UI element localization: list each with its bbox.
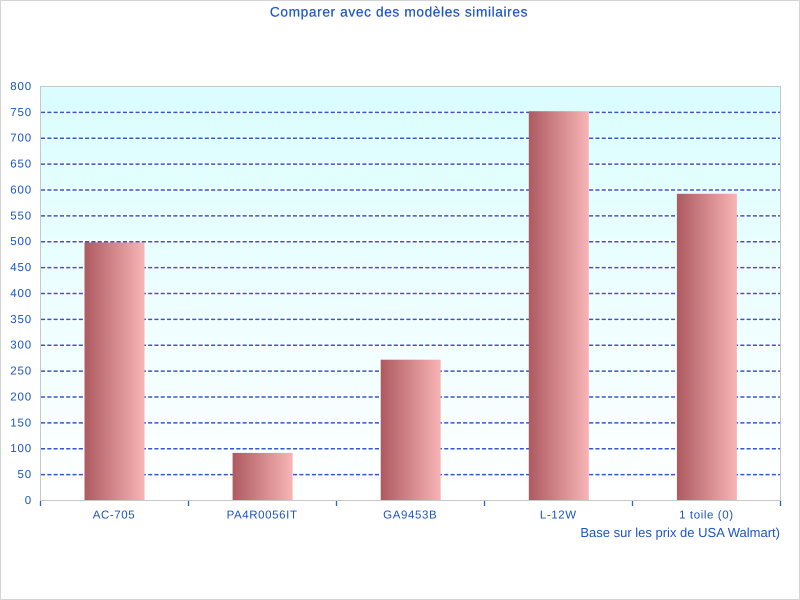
svg-text:Base sur les prix de USA Walma: Base sur les prix de USA Walmart)	[580, 525, 780, 540]
svg-text:500: 500	[10, 236, 32, 248]
svg-text:200: 200	[10, 391, 32, 403]
svg-text:450: 450	[10, 262, 32, 274]
svg-text:GA9453B: GA9453B	[383, 509, 437, 521]
svg-text:700: 700	[10, 133, 32, 145]
svg-text:L-12W: L-12W	[540, 509, 577, 521]
svg-text:100: 100	[10, 443, 32, 455]
svg-text:Comparer avec des modèles simi: Comparer avec des modèles similaires	[270, 4, 528, 19]
svg-text:0: 0	[25, 495, 32, 507]
svg-text:AC-705: AC-705	[93, 509, 136, 521]
svg-text:650: 650	[10, 159, 32, 171]
svg-text:550: 550	[10, 210, 32, 222]
svg-text:250: 250	[10, 366, 32, 378]
svg-text:PA4R0056IT: PA4R0056IT	[227, 509, 298, 521]
svg-text:50: 50	[18, 469, 33, 481]
svg-text:1 toile (0): 1 toile (0)	[679, 509, 734, 521]
svg-text:350: 350	[10, 314, 32, 326]
svg-text:800: 800	[10, 81, 32, 93]
svg-text:400: 400	[10, 288, 32, 300]
svg-text:150: 150	[10, 417, 32, 429]
svg-text:300: 300	[10, 340, 32, 352]
svg-text:600: 600	[10, 184, 32, 196]
svg-text:750: 750	[10, 107, 32, 119]
